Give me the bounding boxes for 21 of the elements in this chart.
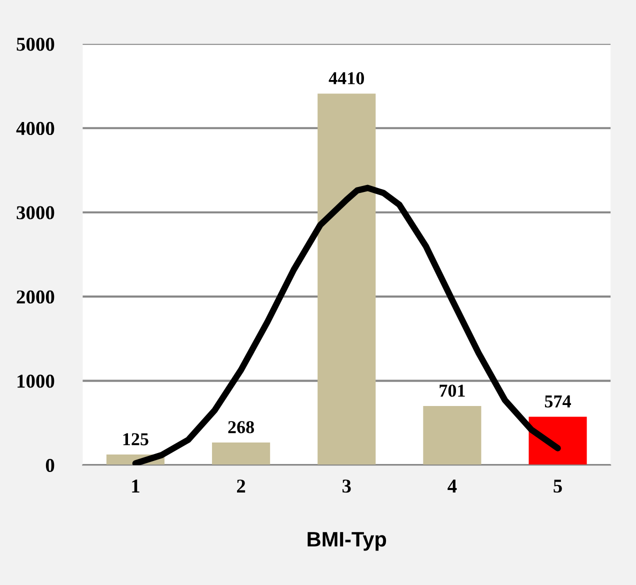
data-label: 574 [544, 395, 571, 408]
bar [212, 442, 270, 466]
y-tick-label: 4000 [16, 122, 54, 136]
bar [318, 94, 376, 466]
y-tick-label: 0 [46, 458, 54, 472]
data-label: 701 [440, 384, 465, 397]
y-tick-label: 3000 [16, 206, 54, 220]
x-axis-title: BMI-Typ [308, 532, 386, 551]
y-tick-label: 5000 [16, 38, 54, 51]
bar [528, 416, 587, 466]
data-label: 268 [228, 421, 254, 434]
x-tick-label: 1 [132, 480, 140, 492]
y-tick-label: 1000 [18, 374, 54, 388]
data-label: 125 [123, 433, 148, 446]
x-tick-label: 4 [448, 480, 457, 492]
x-tick-label: 3 [342, 480, 351, 493]
x-tick-label: 5 [554, 480, 562, 493]
x-tick-label: 2 [237, 480, 246, 492]
data-label: 4410 [328, 72, 364, 84]
y-tick-label: 2000 [16, 290, 54, 304]
bar [423, 406, 482, 466]
